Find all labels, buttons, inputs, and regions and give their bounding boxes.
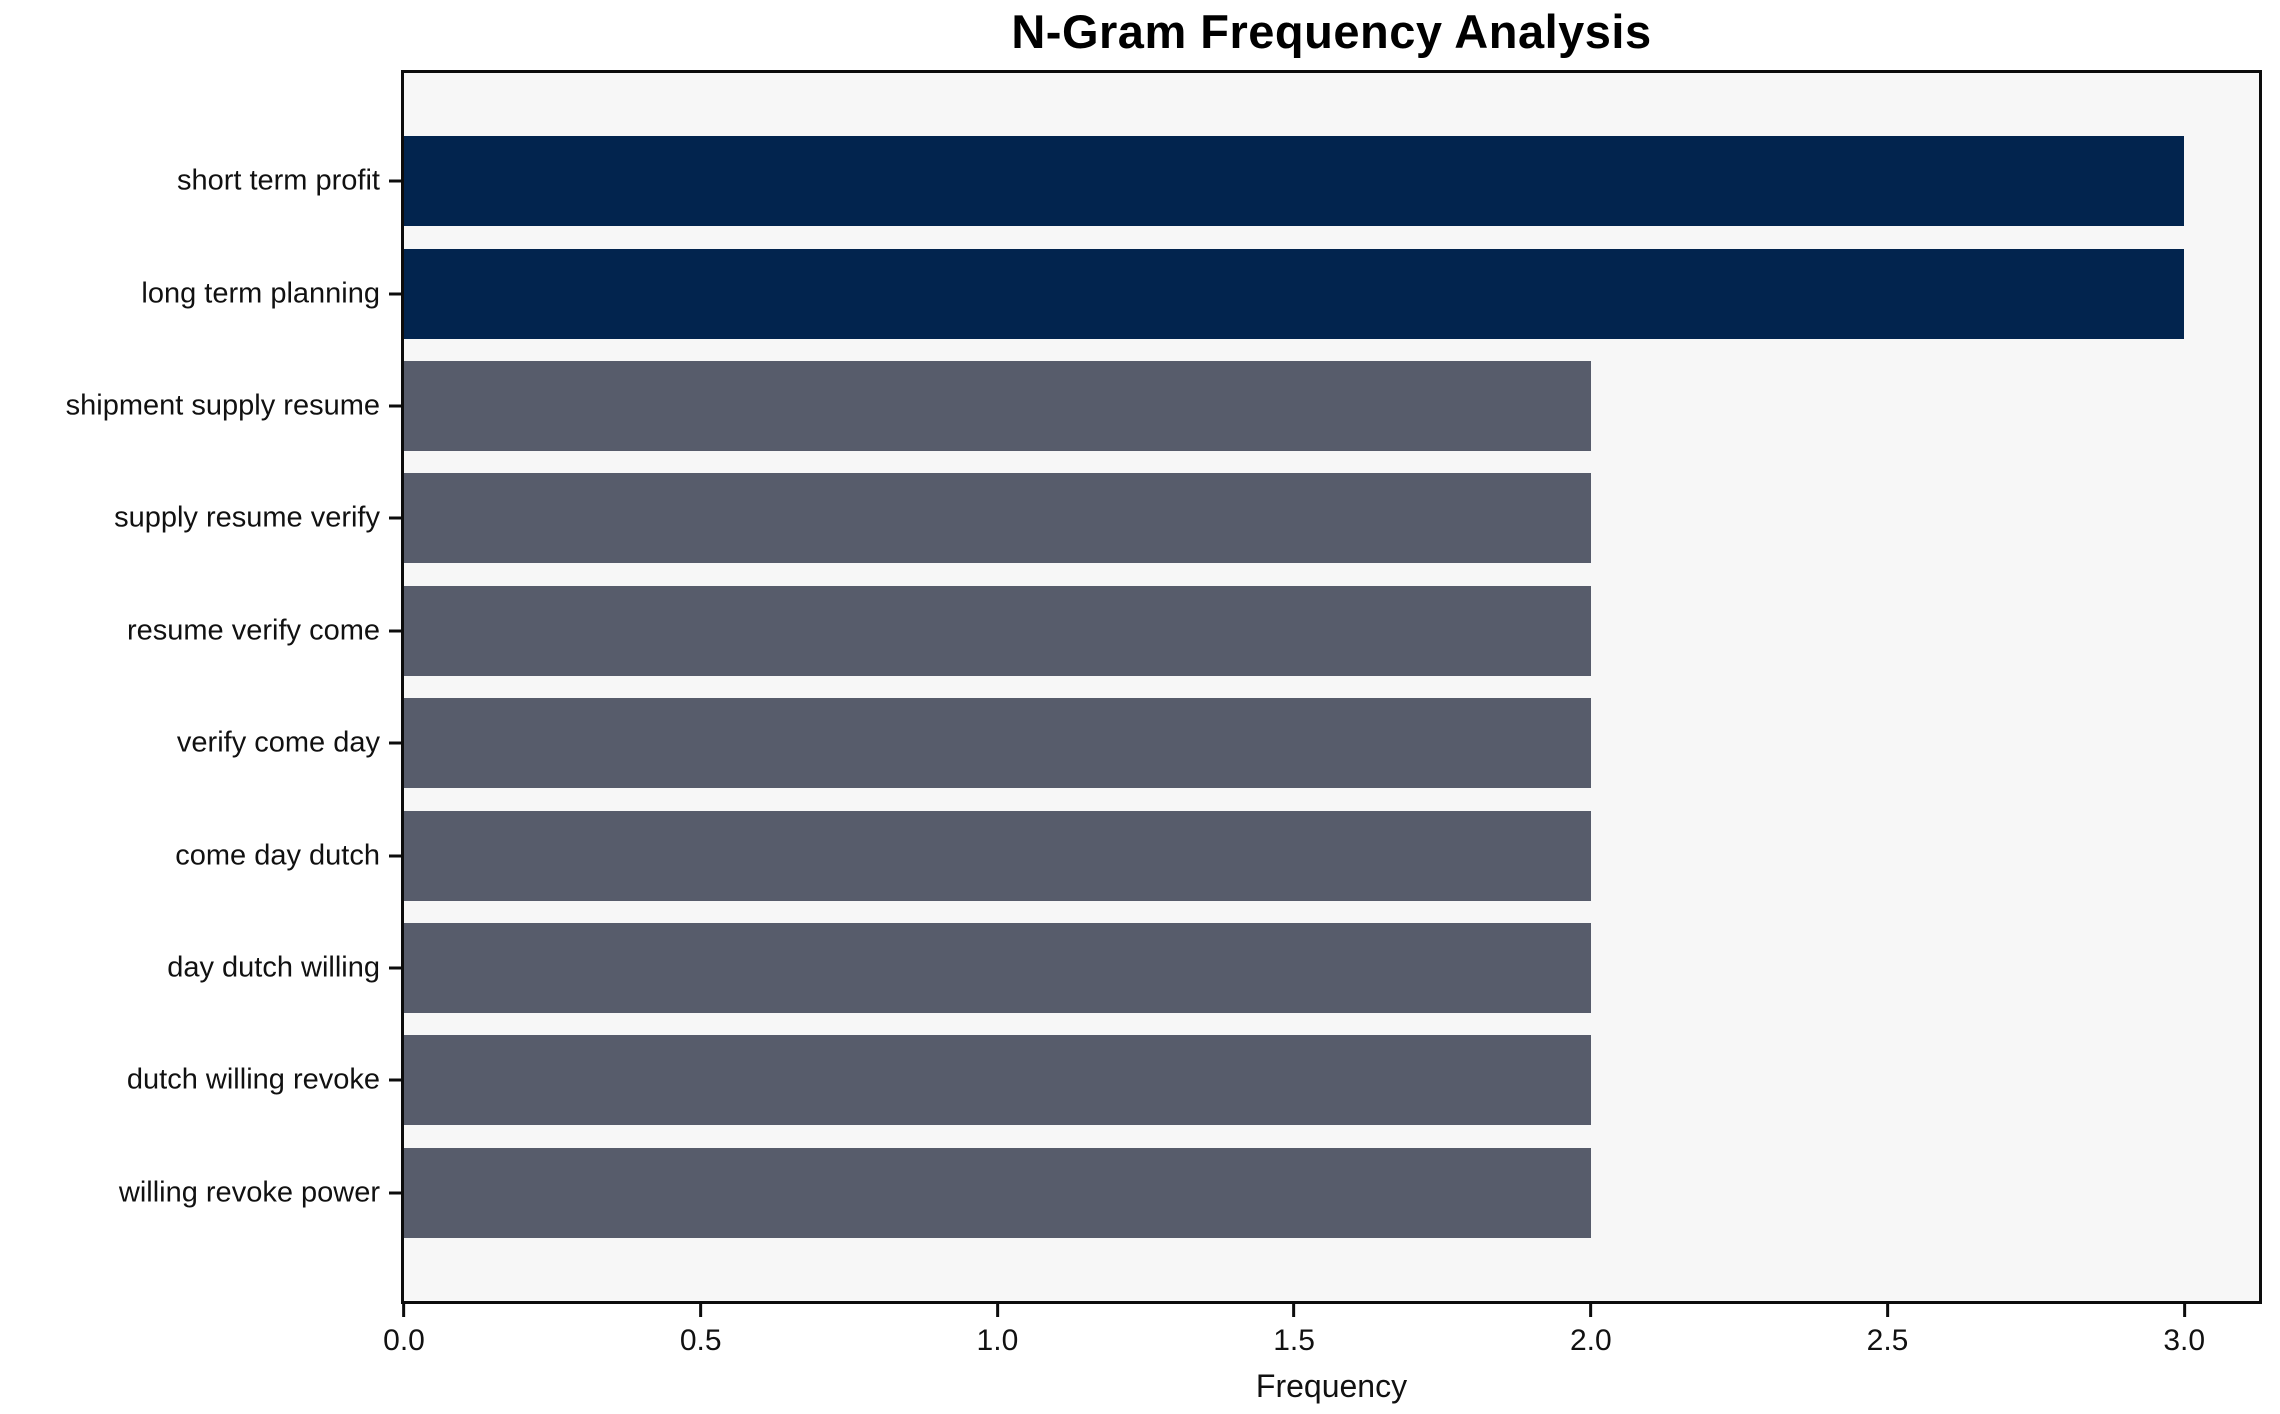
x-tick-label: 2.0 [1569,1324,1612,1357]
y-tick-mark [389,854,402,858]
y-tick-mark [389,516,402,520]
x-tick: 2.0 [1570,1304,1612,1358]
x-tick-label: 0.0 [383,1324,425,1357]
x-tick: 2.5 [1866,1304,1909,1358]
x-tick-mark [1292,1304,1296,1317]
x-tick: 0.5 [680,1304,722,1358]
x-tick-label: 2.5 [1866,1324,1909,1357]
y-tick-mark [389,629,402,633]
x-tick-label: 1.5 [1273,1324,1315,1357]
y-tick-mark [389,1078,402,1082]
x-tick: 1.0 [976,1304,1019,1358]
frequency-bar [404,810,1591,901]
plot-area: short term profit long term planning shipm… [66,70,2262,1304]
bar-row: short term profit [177,125,2259,237]
frequency-bar [404,473,1591,564]
bar-rows-container: short term profit long term planning shipm… [66,73,2259,1301]
x-tick-mark [1589,1304,1593,1317]
x-tick-mark [1886,1304,1890,1317]
frequency-bar [404,248,2185,339]
bar-row: long term planning [141,237,2259,349]
frequency-bar [404,361,1591,451]
category-label: short term profit [176,164,380,197]
x-tick-mark [699,1304,703,1317]
x-tick: 1.5 [1273,1304,1315,1358]
bar-row: come day dutch [175,799,2259,911]
category-label: long term planning [141,277,380,310]
y-tick-mark [389,292,402,296]
category-label: come day dutch [175,839,380,872]
y-tick-mark [389,966,402,970]
y-tick-mark [389,404,402,408]
bar-row: supply resume verify [114,462,2259,574]
frequency-bar [404,923,1591,1013]
y-tick-mark [389,179,402,183]
bar-row: verify come day [177,687,2259,799]
category-label: resume verify come [126,614,380,647]
chart-title: N-Gram Frequency Analysis [1011,5,1652,58]
x-tick-label: 1.0 [976,1324,1019,1357]
bar-row: shipment supply resume [66,350,2259,462]
category-label: willing revoke power [118,1176,380,1209]
x-tick: 3.0 [2163,1304,2205,1358]
y-tick-mark [389,741,402,745]
x-tick-label: 0.5 [679,1324,722,1357]
category-label: supply resume verify [114,501,380,534]
bar-row: day dutch willing [167,912,2259,1024]
x-tick-label: 3.0 [2163,1324,2206,1357]
bar-row: willing revoke power [119,1137,2259,1249]
x-tick: 0.0 [383,1304,425,1358]
y-tick-mark [389,1191,402,1195]
frequency-bar [404,585,1591,676]
category-label: day dutch willing [167,951,380,984]
bar-row: resume verify come [127,575,2259,687]
frequency-bar [404,136,2185,227]
category-label: dutch willing revoke [126,1063,380,1096]
frequency-bar [404,1147,1591,1238]
category-label: verify come day [176,726,380,759]
x-axis-label: Frequency [1255,1368,1408,1404]
x-axis-ticks: 0.0 0.5 1.0 1.5 2.0 2.5 3.0 [383,1304,2259,1368]
x-tick-mark [995,1304,999,1317]
x-tick-mark [2182,1304,2186,1317]
category-label: shipment supply resume [65,389,380,422]
frequency-bar [404,1035,1591,1126]
frequency-bar [404,698,1591,789]
bar-row: dutch willing revoke [127,1024,2259,1136]
x-tick-mark [402,1304,406,1317]
